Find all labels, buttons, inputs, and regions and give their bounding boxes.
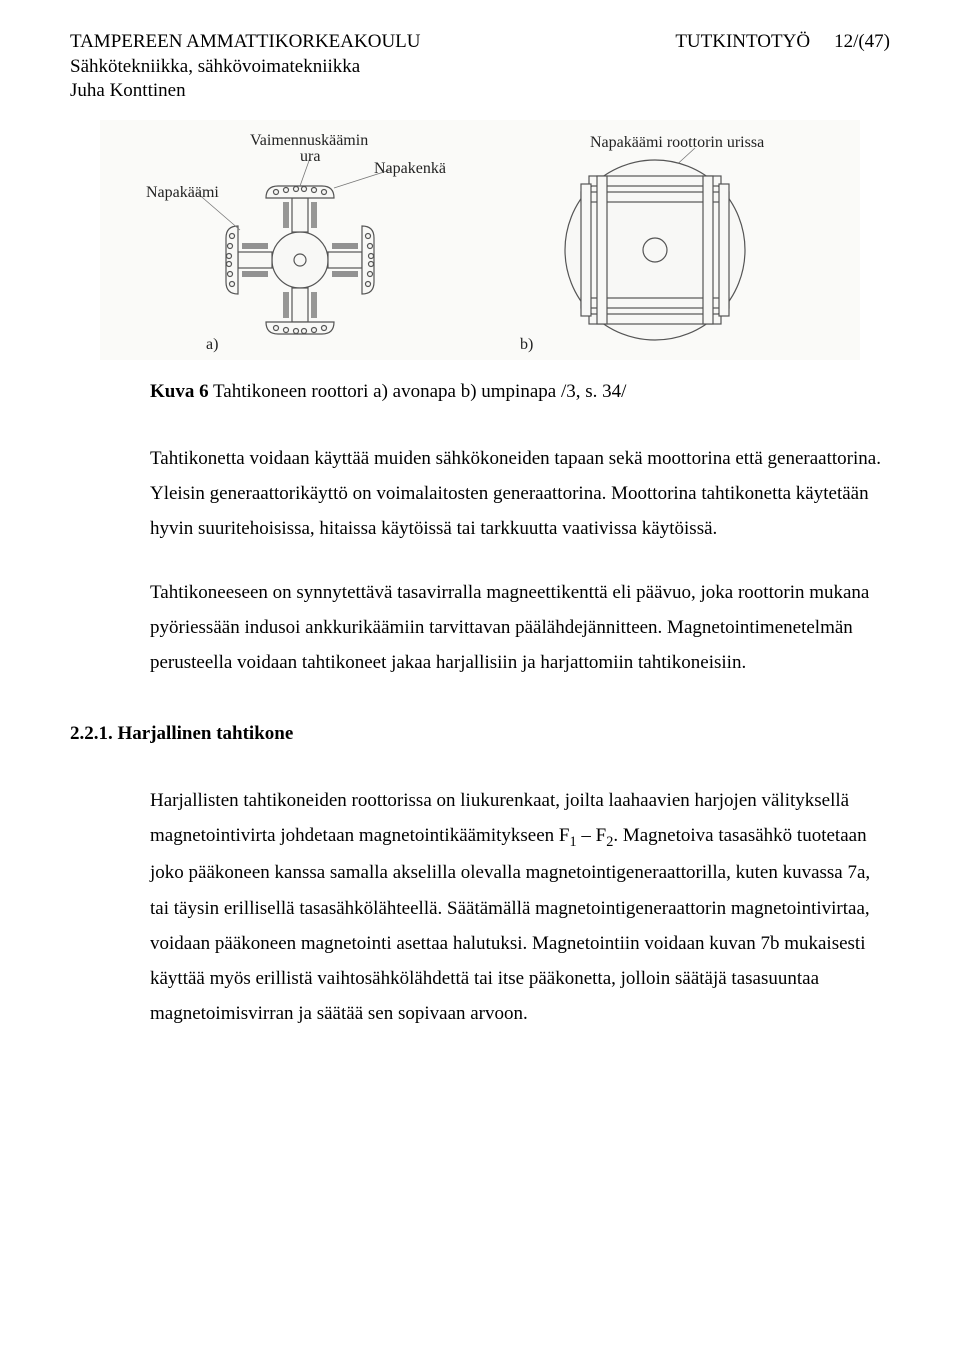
figure-6: Napakäämi Vaimennuskäämin ura Napakenkä … — [100, 120, 860, 360]
caption-bold: Kuva 6 — [150, 381, 209, 402]
paragraph-3: Harjallisten tahtikoneiden roottorissa o… — [150, 783, 890, 1031]
page-number: 12/(47) — [834, 30, 890, 104]
page-header: TAMPEREEN AMMATTIKORKEAKOULU Sähköteknii… — [70, 30, 890, 104]
label-a: a) — [206, 330, 218, 360]
section-heading: 2.2.1. Harjallinen tahtikone — [70, 716, 890, 751]
label-ura: ura — [300, 142, 320, 172]
para3-c: . Magnetoiva tasasähkö tuotetaan joko pä… — [150, 825, 870, 1024]
department: Sähkötekniikka, sähkövoimatekniikka — [70, 55, 421, 80]
label-napakenka: Napakenkä — [374, 154, 446, 184]
figure-caption: Kuva 6 Tahtikoneen roottori a) avonapa b… — [150, 374, 890, 409]
author: Juha Konttinen — [70, 79, 421, 104]
para3-b: – F — [577, 825, 607, 846]
section-title: Harjallinen tahtikone — [118, 723, 294, 744]
label-napakaami-roottorin: Napakäämi roottorin urissa — [590, 128, 764, 158]
section-number: 2.2.1. — [70, 723, 113, 744]
doctype: TUTKINTOTYÖ — [675, 30, 810, 104]
paragraph-2: Tahtikoneeseen on synnytettävä tasavirra… — [150, 575, 890, 680]
paragraph-1: Tahtikonetta voidaan käyttää muiden sähk… — [150, 441, 890, 546]
header-left: TAMPEREEN AMMATTIKORKEAKOULU Sähköteknii… — [70, 30, 421, 104]
institution: TAMPEREEN AMMATTIKORKEAKOULU — [70, 30, 421, 55]
header-right: TUTKINTOTYÖ 12/(47) — [675, 30, 890, 104]
para3-sub1: 1 — [569, 834, 576, 850]
label-b: b) — [520, 330, 533, 360]
label-napakaami: Napakäämi — [146, 178, 219, 208]
caption-text: Tahtikoneen roottori a) avonapa b) umpin… — [209, 381, 627, 402]
